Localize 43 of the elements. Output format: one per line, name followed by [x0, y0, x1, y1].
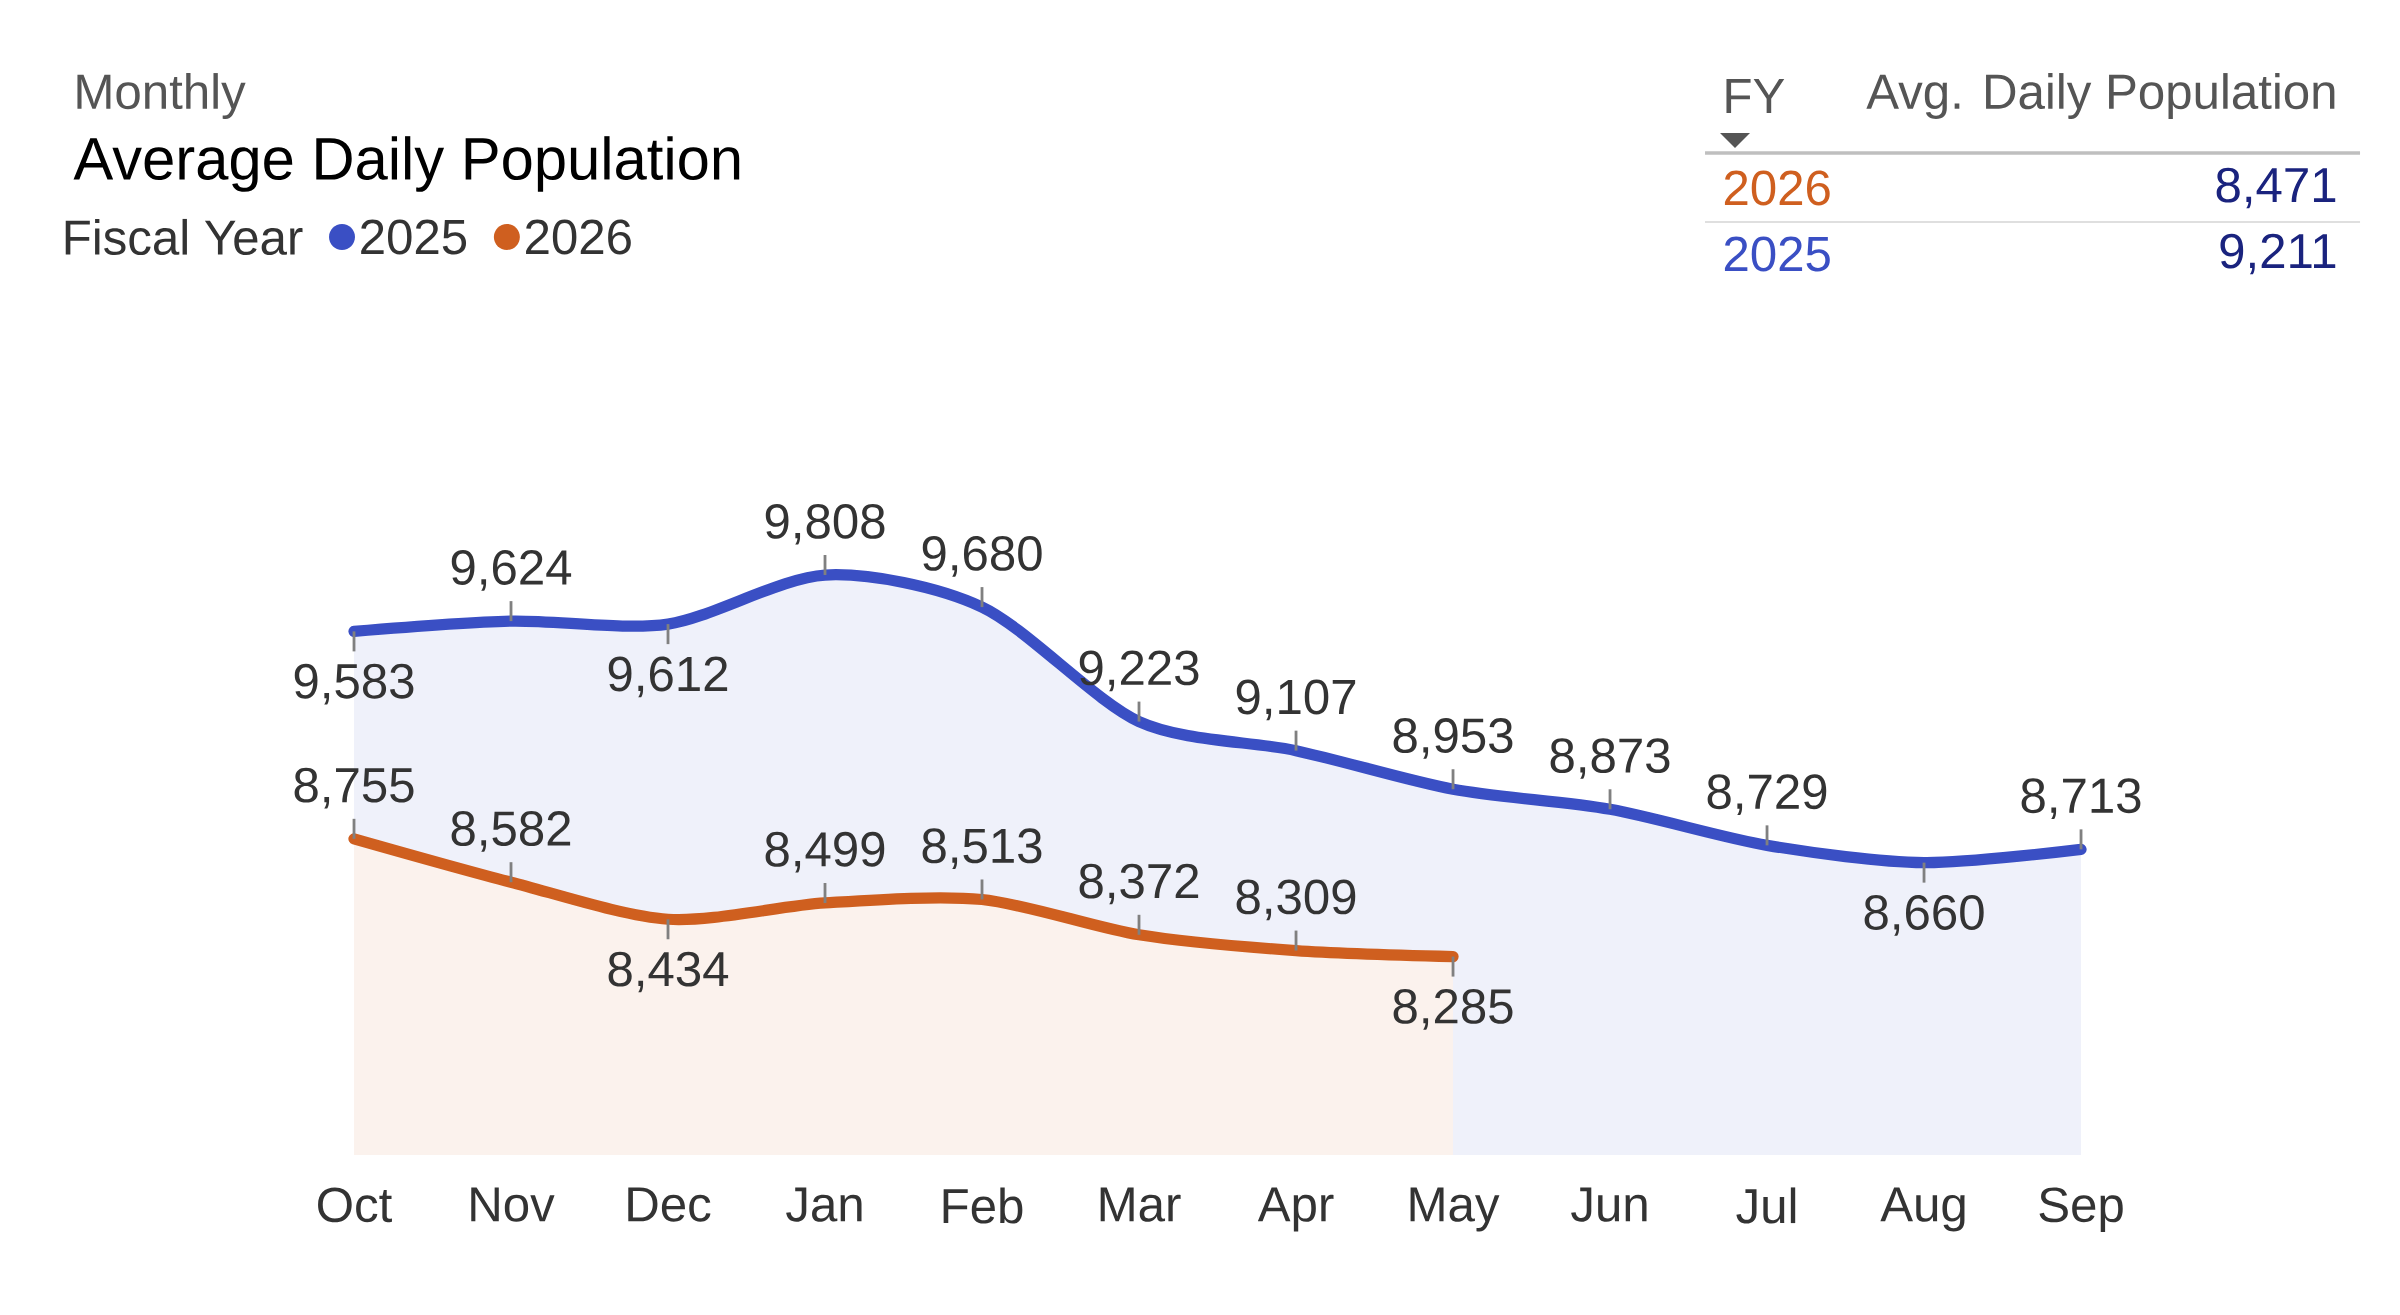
- x-tick-label: Jun: [1571, 1187, 1647, 1222]
- x-tick-label: Sep: [2039, 1187, 2123, 1232]
- data-label: 8,372: [1079, 863, 1199, 905]
- text: FY: [1726, 79, 1785, 113]
- data-label: 9,612: [608, 656, 728, 698]
- text: 2025: [1724, 236, 1830, 272]
- x-tick-label: May: [1410, 1187, 1500, 1232]
- data-label: 8,513: [922, 828, 1042, 870]
- x-tick-label: Nov: [471, 1187, 555, 1222]
- x-tick-label: Mar: [1100, 1187, 1181, 1222]
- data-label: 9,680: [922, 535, 1042, 577]
- data-label: 8,755: [294, 767, 414, 809]
- x-tick-label: Oct: [318, 1187, 392, 1223]
- x-tick-label: Dec: [628, 1187, 711, 1222]
- x-tick-label: Aug: [1880, 1187, 1965, 1232]
- text: 8,471: [2216, 167, 2336, 209]
- x-tick-label: Jan: [786, 1187, 862, 1222]
- text: Avg. Daily Population: [1866, 73, 2335, 119]
- data-label: 8,309: [1236, 879, 1356, 921]
- legend-label: 2025: [361, 219, 467, 255]
- chart-title: Average Daily Population: [73, 136, 740, 192]
- text: 2026: [1724, 170, 1830, 206]
- x-tick-label: Feb: [943, 1187, 1023, 1224]
- data-label: 8,660: [1864, 895, 1984, 936]
- data-label: 8,713: [2021, 778, 2141, 819]
- text: 9,211: [2220, 233, 2336, 275]
- data-label: 8,434: [608, 951, 729, 993]
- data-label: 8,499: [765, 831, 885, 873]
- data-label: 9,223: [1079, 650, 1199, 692]
- data-label: 8,953: [1393, 718, 1513, 759]
- data-label: 9,624: [451, 550, 572, 591]
- data-label: 8,285: [1393, 988, 1513, 1030]
- data-label: 9,107: [1236, 679, 1356, 721]
- data-label: 9,808: [765, 503, 885, 545]
- x-tick-label: Apr: [1257, 1187, 1334, 1232]
- data-label: 8,729: [1707, 774, 1827, 815]
- data-label: 9,583: [294, 663, 414, 705]
- data-label: 8,873: [1550, 738, 1670, 779]
- legend-label: 2026: [526, 219, 631, 255]
- data-label: 8,582: [451, 811, 571, 852]
- chart-subtitle: Monthly: [77, 73, 246, 119]
- x-tick-label: Jul: [1736, 1187, 1796, 1224]
- legend-title: Fiscal Year: [65, 218, 303, 256]
